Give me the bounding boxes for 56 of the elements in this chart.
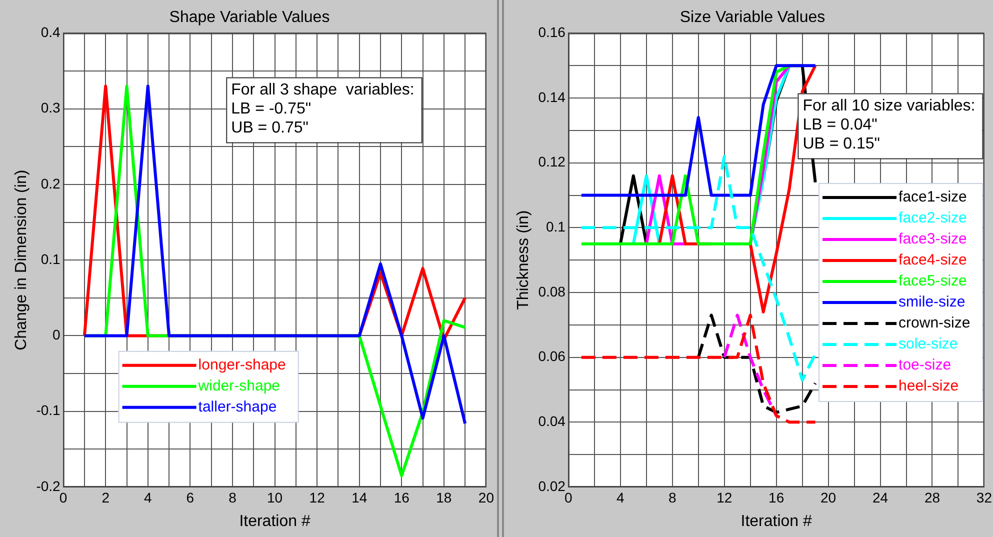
x-tick-label: 8 xyxy=(668,489,676,506)
x-tick-label: 14 xyxy=(352,489,368,506)
y-tick-label: 0.1 xyxy=(40,250,61,267)
annotation: For all 10 size variables: LB = 0.04" UB = 0.15" xyxy=(802,98,976,153)
y-tick-label: 0 xyxy=(52,326,61,343)
x-tick-label: 24 xyxy=(872,489,888,506)
x-tick-label: 4 xyxy=(144,489,152,506)
x-tick-label: 4 xyxy=(616,489,625,506)
y-tick-label: 0.1 xyxy=(546,218,566,235)
legend-label: face2-size xyxy=(898,210,967,227)
y-tick-label: 0.06 xyxy=(538,348,566,364)
legend-label: heel-size xyxy=(898,378,959,395)
legend-label: face4-size xyxy=(898,252,967,269)
x-tick-label: 12 xyxy=(716,489,732,506)
y-tick-label: 0.02 xyxy=(538,478,566,494)
legend-label: crown-size xyxy=(898,314,970,332)
x-axis-title: Iteration # xyxy=(740,512,812,530)
y-tick-label: -0.1 xyxy=(36,402,61,418)
y-tick-label: 0.16 xyxy=(538,24,566,40)
legend-label: face3-size xyxy=(898,230,967,248)
y-tick-label: 0.12 xyxy=(538,154,566,170)
chart-title: Size Variable Values xyxy=(680,9,826,26)
y-tick-label: 0.4 xyxy=(40,24,61,40)
x-tick-label: 6 xyxy=(186,489,194,506)
x-tick-label: 32 xyxy=(976,489,992,506)
x-tick-label: 16 xyxy=(394,489,410,506)
x-axis-title: Iteration # xyxy=(239,512,310,530)
legend-label: taller-shape xyxy=(198,398,277,416)
x-tick-label: 18 xyxy=(436,489,452,506)
legend-label: sole-size xyxy=(898,336,958,353)
line-series xyxy=(696,314,817,414)
chart-title: Shape Variable Values xyxy=(169,9,330,26)
x-tick-label: 16 xyxy=(768,489,784,506)
y-tick-label: -0.2 xyxy=(36,478,61,494)
x-tick-label: 2 xyxy=(102,489,110,506)
annotation: For all 3 shape variables: LB = -0.75" UB = 0.75" xyxy=(231,82,414,137)
x-tick-label: 20 xyxy=(478,489,494,506)
legend-label: face1-size xyxy=(898,188,967,206)
y-tick-label: 0.14 xyxy=(538,88,566,105)
y-axis-title: Change in Dimension (in) xyxy=(13,170,30,350)
legend-label: wider-shape xyxy=(197,378,280,394)
y-tick-label: 0.04 xyxy=(538,413,566,430)
x-tick-label: 20 xyxy=(820,489,836,506)
legend-label: longer-shape xyxy=(198,356,286,374)
y-tick-label: 0.2 xyxy=(40,175,61,192)
x-tick-label: 12 xyxy=(309,489,326,506)
legend-label: face5-size xyxy=(898,272,967,290)
legend-label: toe-size xyxy=(898,356,952,374)
y-tick-label: 0.3 xyxy=(40,100,61,116)
x-tick-label: 8 xyxy=(228,489,237,506)
line-series xyxy=(580,314,817,424)
x-tick-label: 10 xyxy=(266,489,283,506)
y-axis-title: Thickness (in) xyxy=(515,210,532,310)
y-tick-label: 0.08 xyxy=(538,283,566,300)
x-tick-label: 28 xyxy=(924,489,940,506)
legend-label: smile-size xyxy=(898,294,966,311)
